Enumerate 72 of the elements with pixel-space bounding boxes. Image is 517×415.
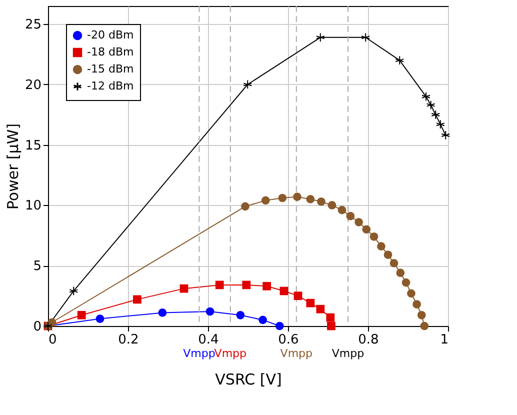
point (243, 80, 252, 90)
x-tick-label: 1 (440, 332, 448, 348)
point (242, 280, 251, 290)
point (275, 322, 284, 330)
point (407, 289, 416, 298)
point (306, 298, 315, 308)
x-tick-label: 0.2 (118, 332, 139, 348)
ref-line-label: Vmpp (183, 347, 216, 360)
legend-label: -15 dBm (87, 62, 134, 76)
x-tick-label: 0 (48, 332, 57, 348)
point (77, 310, 86, 320)
legend-label: -18 dBm (87, 46, 134, 58)
point (402, 278, 410, 287)
legend-label: -12 dBm (87, 80, 134, 92)
point (441, 130, 450, 140)
y-tick-label: 5 (33, 259, 42, 274)
point (158, 308, 167, 317)
point (133, 295, 142, 304)
point (206, 307, 214, 316)
point (420, 322, 429, 330)
point (377, 242, 386, 250)
point (215, 280, 224, 290)
point (436, 120, 445, 130)
point (316, 304, 325, 314)
point (278, 194, 287, 202)
legend-label: -20 dBm (87, 28, 134, 42)
point (412, 300, 421, 308)
point (384, 250, 392, 259)
ref-line-label: Vmpp (280, 347, 313, 360)
point (417, 310, 426, 320)
point (261, 196, 270, 205)
y-axis-title: Power [µW] (4, 123, 22, 210)
point (48, 318, 56, 327)
point (396, 268, 405, 278)
point (338, 206, 346, 214)
y-tick-label: 0 (33, 320, 42, 334)
y-tick-label: 20 (24, 78, 42, 93)
point (422, 92, 430, 102)
point (431, 110, 440, 120)
point (362, 225, 371, 234)
x-tick-label: 0.8 (358, 332, 379, 348)
point (294, 292, 302, 300)
point (326, 313, 335, 322)
ref-line-label: Vmpp (214, 347, 247, 360)
point (241, 202, 250, 211)
point (354, 218, 363, 226)
point (258, 316, 267, 324)
y-tick-label: 15 (24, 138, 42, 154)
point (327, 322, 336, 330)
point (69, 286, 78, 296)
point (316, 32, 325, 42)
point (361, 32, 370, 42)
y-tick-label: 10 (24, 198, 42, 214)
point (306, 195, 315, 204)
point (346, 212, 355, 220)
ref-line-label: Vmpp (332, 347, 364, 360)
x-tick-label: 0.6 (278, 332, 299, 348)
point (180, 284, 188, 293)
point (96, 314, 104, 323)
point (236, 310, 245, 320)
point (262, 282, 271, 290)
x-axis-title: VSRC [V] (215, 370, 282, 388)
point (390, 259, 398, 268)
point (328, 201, 336, 210)
point (317, 197, 326, 206)
y-tick-label: 25 (24, 18, 42, 33)
point (370, 232, 378, 241)
point (395, 56, 404, 66)
point (426, 100, 436, 110)
point (280, 286, 288, 296)
x-tick-label: 0.4 (198, 332, 219, 348)
point (293, 192, 302, 201)
